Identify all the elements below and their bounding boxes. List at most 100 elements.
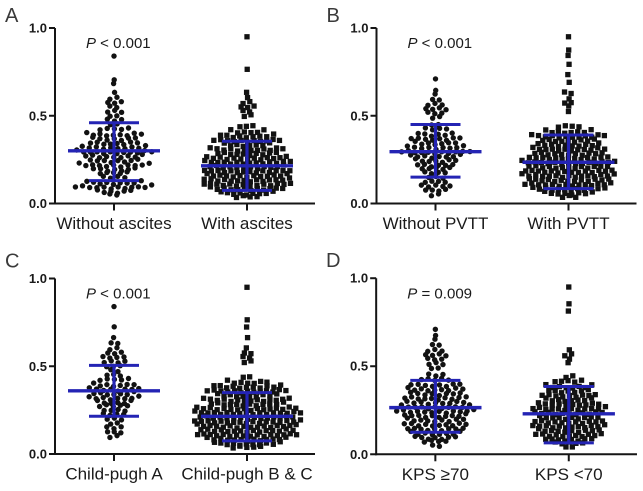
data-point-circle	[132, 165, 138, 171]
data-point-circle	[432, 76, 439, 82]
data-point-square	[198, 418, 205, 424]
data-point-square	[280, 406, 286, 413]
data-point-square	[572, 165, 578, 172]
data-point-square	[543, 381, 549, 388]
data-point-square	[291, 408, 297, 415]
data-point-square	[217, 154, 223, 160]
data-point-square	[546, 173, 553, 179]
data-point-square	[240, 403, 246, 409]
data-point-square	[251, 173, 257, 179]
p-value-label: P = 0.009	[407, 285, 472, 302]
data-point-circle	[426, 165, 432, 172]
data-point-square	[244, 104, 251, 111]
data-point-square	[210, 173, 217, 179]
data-point-square	[198, 427, 204, 433]
data-point-circle	[409, 412, 415, 419]
data-point-square	[230, 445, 236, 451]
y-tick-label: 0.5	[350, 108, 368, 123]
data-point-circle	[134, 140, 141, 146]
error-bar	[201, 139, 293, 192]
data-point-square	[601, 422, 608, 428]
data-point-square	[578, 173, 585, 179]
data-point-circle	[115, 184, 121, 190]
data-point-square	[552, 178, 558, 185]
data-point-square	[555, 143, 562, 150]
data-point-square	[582, 191, 589, 197]
data-point-square	[221, 140, 227, 146]
data-point-circle	[457, 409, 463, 415]
data-point-circle	[419, 434, 425, 441]
data-point-circle	[436, 113, 443, 120]
data-point-square	[548, 190, 554, 197]
data-point-circle	[436, 422, 443, 429]
data-point-square	[218, 137, 224, 143]
data-point-square	[217, 172, 223, 178]
data-point-square	[596, 167, 602, 173]
data-point-square	[556, 183, 562, 189]
data-point-square	[542, 401, 548, 407]
data-point-square	[565, 71, 571, 78]
data-point-square	[248, 351, 254, 357]
data-point-circle	[97, 127, 103, 133]
data-point-square	[240, 393, 246, 399]
data-point-square	[559, 194, 566, 200]
data-point-square	[204, 170, 210, 177]
data-point-square	[556, 135, 562, 141]
data-point-square	[526, 176, 533, 182]
data-point-square	[566, 192, 572, 199]
data-point-circle	[432, 346, 438, 353]
data-point-circle	[442, 179, 448, 185]
data-point-square	[290, 427, 296, 434]
data-point-square	[562, 425, 569, 431]
data-point-circle	[136, 393, 142, 399]
data-point-circle	[425, 355, 431, 361]
data-point-square	[205, 426, 211, 432]
data-point-circle	[453, 157, 459, 164]
data-point-square	[231, 419, 237, 426]
data-point-square	[227, 143, 234, 149]
data-point-square	[213, 423, 220, 429]
data-point-square	[254, 397, 260, 403]
data-point-circle	[114, 354, 120, 361]
data-point-square	[283, 387, 289, 394]
data-point-square	[238, 104, 244, 110]
data-point-square	[559, 165, 566, 171]
data-point-square	[568, 169, 575, 175]
data-point-circle	[131, 130, 137, 136]
data-point-circle	[125, 162, 131, 168]
data-point-square	[562, 130, 568, 136]
data-point-square	[221, 402, 227, 408]
data-point-circle	[148, 182, 155, 188]
data-point-square	[211, 387, 217, 393]
data-point-square	[570, 373, 576, 379]
data-point-square	[214, 407, 220, 413]
data-point-square	[245, 380, 251, 386]
data-point-square	[553, 173, 559, 179]
data-point-square	[228, 406, 234, 413]
panel-letter: B	[327, 5, 340, 27]
data-point-circle	[407, 152, 414, 158]
data-point-square	[201, 176, 207, 182]
data-point-square	[595, 414, 601, 420]
data-point-square	[553, 165, 559, 171]
data-point-square	[560, 394, 566, 400]
data-point-square	[533, 176, 539, 182]
data-point-circle	[443, 422, 449, 428]
data-point-circle	[125, 153, 131, 159]
data-point-circle	[107, 103, 113, 109]
data-point-circle	[436, 105, 443, 111]
data-point-square	[227, 423, 233, 429]
data-point-circle	[432, 326, 439, 332]
data-point-square	[280, 399, 287, 405]
x-axis-group-label: KPS ≥70	[402, 465, 469, 484]
data-point-square	[570, 401, 576, 408]
panel-letter: C	[5, 251, 19, 273]
data-point-circle	[426, 158, 432, 165]
data-point-square	[237, 172, 243, 179]
data-point-square	[204, 434, 210, 441]
data-point-square	[228, 398, 234, 405]
data-point-square	[555, 170, 561, 176]
data-point-circle	[104, 137, 110, 143]
data-point-circle	[429, 187, 435, 193]
